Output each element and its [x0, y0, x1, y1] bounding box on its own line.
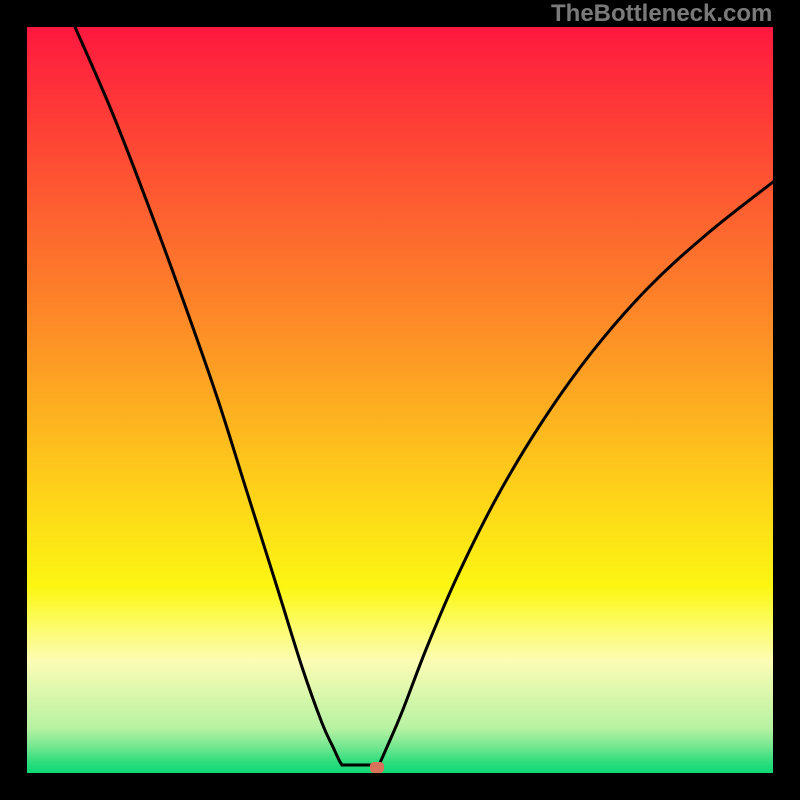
watermark-text: TheBottleneck.com: [551, 0, 772, 28]
plot-area: [27, 27, 773, 773]
bottleneck-curve: [27, 27, 773, 773]
optimum-marker: [370, 762, 384, 773]
